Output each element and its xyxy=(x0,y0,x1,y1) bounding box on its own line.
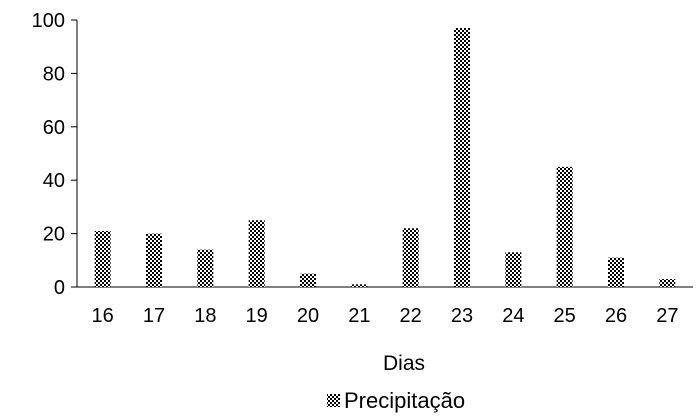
legend-swatch xyxy=(327,394,340,407)
legend: Precipitação xyxy=(327,388,465,413)
x-tick-label: 23 xyxy=(451,305,473,327)
x-tick-label: 16 xyxy=(92,305,114,327)
x-tick-label: 20 xyxy=(297,305,319,327)
bar xyxy=(659,278,676,287)
bar xyxy=(351,284,368,287)
x-tick-label: 18 xyxy=(194,305,216,327)
bar xyxy=(454,28,470,287)
x-tick-label: 21 xyxy=(348,305,370,327)
legend-label: Precipitação xyxy=(344,388,465,413)
x-tick-label: 26 xyxy=(605,305,627,327)
bar xyxy=(608,257,624,287)
bar xyxy=(248,220,265,287)
bar xyxy=(402,228,419,287)
y-axis: 0 20 40 60 80 100 xyxy=(32,10,78,299)
y-tick-label: 20 xyxy=(43,224,65,246)
x-tick-label: 19 xyxy=(246,305,268,327)
bar xyxy=(505,252,522,287)
bar xyxy=(146,233,162,287)
bar xyxy=(556,166,573,287)
y-tick-label: 80 xyxy=(43,63,65,85)
x-tick-label: 24 xyxy=(502,305,524,327)
bar xyxy=(94,230,111,287)
x-tick-label: 22 xyxy=(400,305,422,327)
bar-series xyxy=(94,28,676,287)
x-axis-title: Dias xyxy=(383,352,425,375)
x-tick-label: 25 xyxy=(554,305,576,327)
y-tick-label: 40 xyxy=(43,170,65,192)
bar xyxy=(197,249,214,287)
x-axis: 16 17 18 19 20 21 22 23 24 25 26 27 xyxy=(77,286,693,327)
y-tick-label: 100 xyxy=(32,10,65,32)
x-tick-label: 17 xyxy=(143,305,165,327)
y-tick-label: 0 xyxy=(54,277,65,299)
x-tick-label: 27 xyxy=(656,305,678,327)
y-tick-label: 60 xyxy=(43,117,65,139)
bar xyxy=(300,273,316,287)
